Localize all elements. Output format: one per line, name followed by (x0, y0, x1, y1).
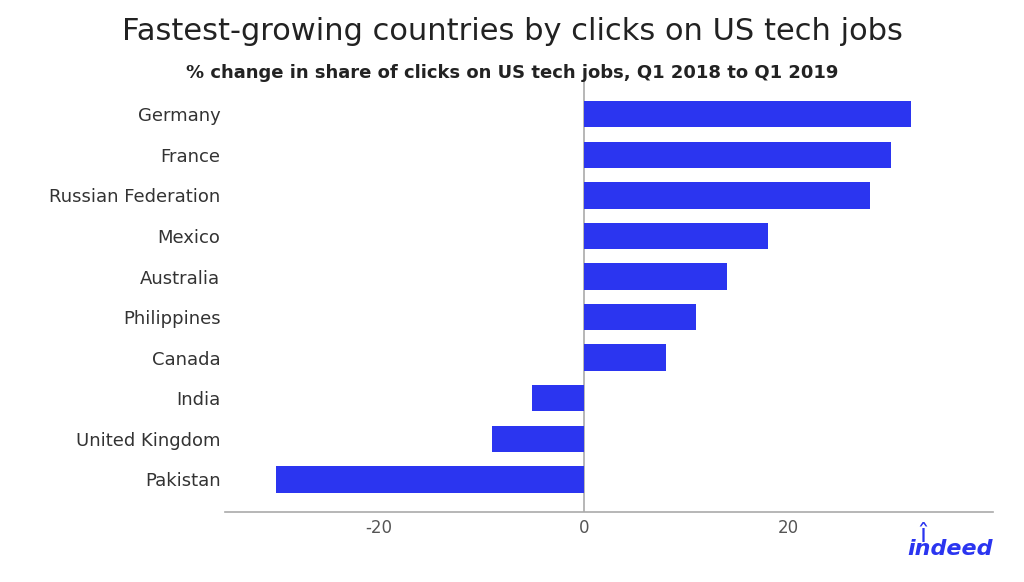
Bar (492, 425, 584, 452)
Bar (584, 345, 666, 371)
Bar (276, 466, 584, 492)
Bar (584, 263, 727, 290)
Bar (584, 182, 870, 208)
Bar (532, 385, 584, 411)
Text: % change in share of clicks on US tech jobs, Q1 2018 to Q1 2019: % change in share of clicks on US tech j… (185, 64, 839, 82)
Text: î: î (920, 523, 927, 547)
Text: indeed: indeed (908, 539, 993, 559)
Bar (584, 141, 891, 168)
Bar (584, 304, 696, 331)
Bar (584, 101, 911, 127)
Bar (584, 223, 768, 249)
Text: Fastest-growing countries by clicks on US tech jobs: Fastest-growing countries by clicks on U… (122, 17, 902, 47)
